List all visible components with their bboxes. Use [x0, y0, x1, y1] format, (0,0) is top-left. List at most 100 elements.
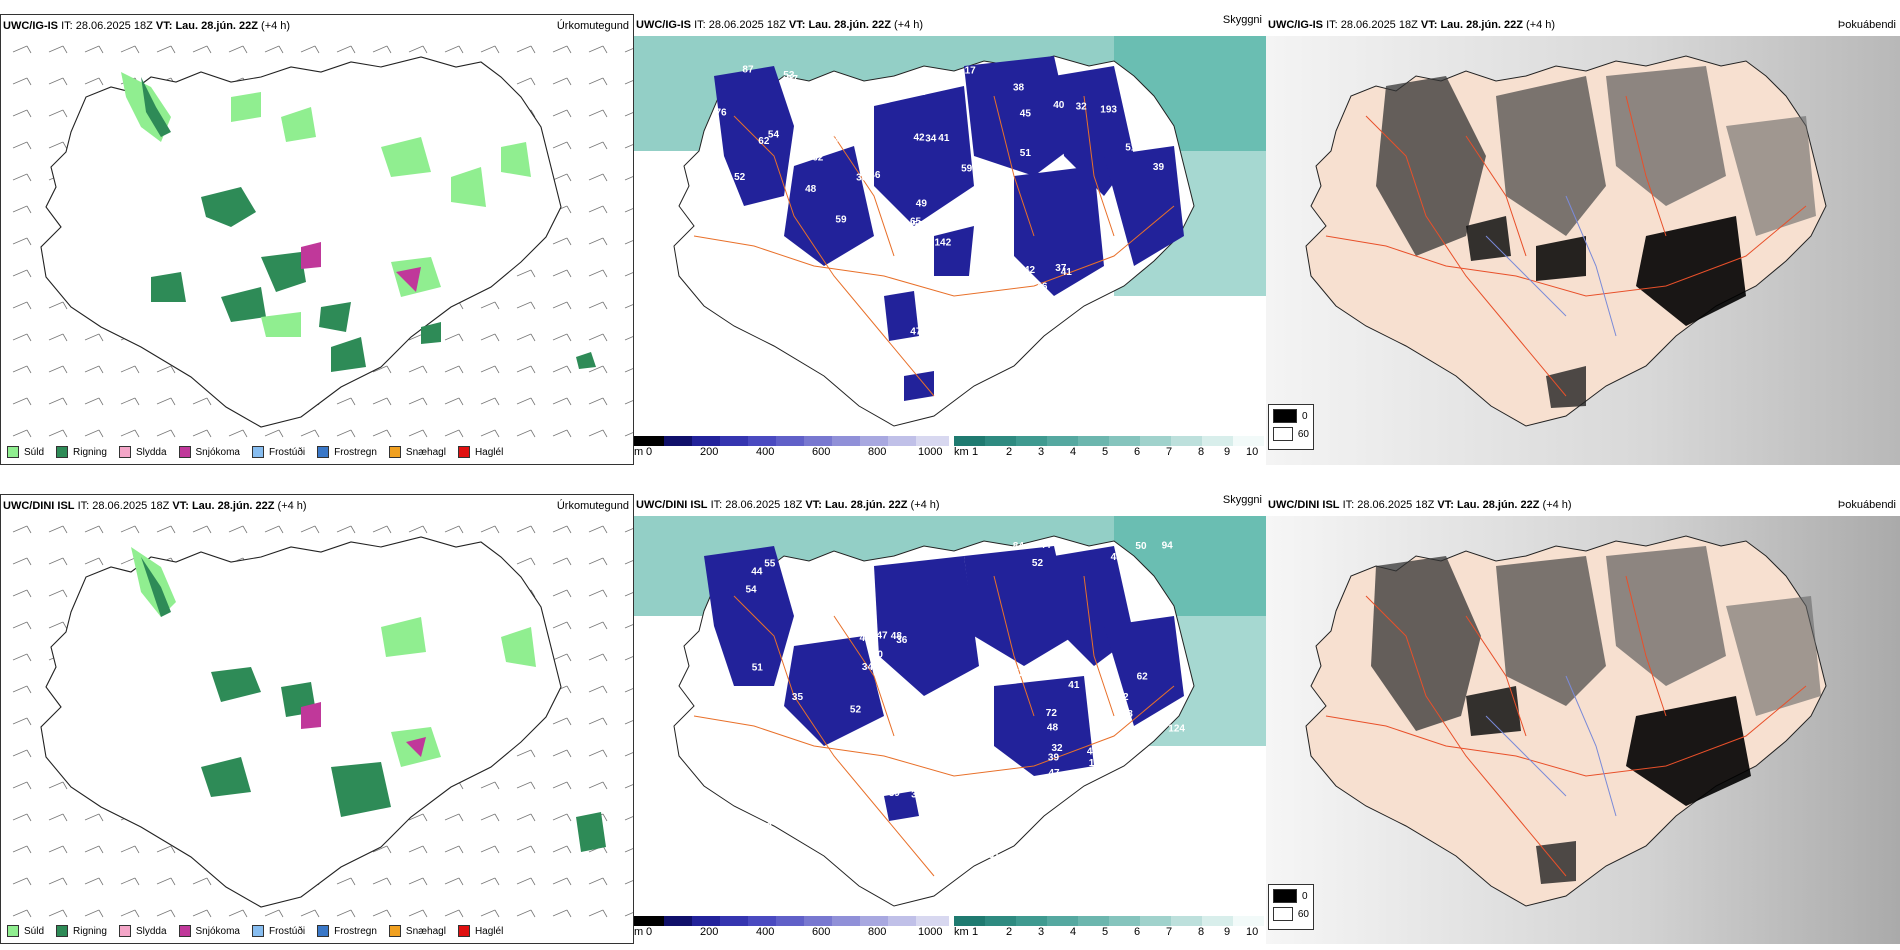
- wind-barb: [12, 397, 32, 406]
- legend-swatch: [251, 446, 264, 458]
- wind-barb: [552, 909, 572, 918]
- ceiling-tick: 400: [756, 446, 775, 458]
- wind-barb: [588, 301, 608, 310]
- wind-barb: [192, 877, 212, 886]
- road-network: [1325, 575, 1807, 877]
- wind-barb: [372, 909, 392, 918]
- wind-barb: [408, 845, 428, 854]
- precip-patches: [131, 547, 606, 852]
- wind-barb: [444, 525, 464, 534]
- wind-barb: [336, 397, 356, 406]
- ceiling-value-label: 52: [981, 190, 993, 201]
- wind-barb: [552, 877, 572, 886]
- wind-barb: [588, 237, 608, 246]
- precip-legend: Súld Rigning Slydda Snjókoma Frostúði Fr…: [7, 925, 515, 937]
- wind-barb: [84, 333, 104, 342]
- wind-barb: [228, 429, 248, 438]
- ceiling-value-label: 54: [768, 130, 780, 141]
- wind-barb: [12, 557, 32, 566]
- wind-barb: [624, 240, 633, 245]
- panel-header: UWC/IG-IS IT: 28.06.2025 18Z VT: Lau. 28…: [3, 20, 629, 32]
- wind-barb: [372, 525, 392, 534]
- wind-barb: [444, 365, 464, 374]
- wind-barb: [480, 525, 500, 534]
- wind-barb: [516, 557, 536, 566]
- wind-barb: [516, 333, 536, 342]
- fog-index-map: [1266, 516, 1900, 944]
- ceiling-scale: m 0 200 400 600 800 1000: [634, 916, 949, 940]
- vis-tick: 10: [1246, 446, 1259, 458]
- visibility-colorbar: [954, 436, 1264, 446]
- ceiling-value-label: 45: [746, 375, 758, 386]
- ceiling-value-label: 40: [761, 822, 773, 833]
- ceiling-value-label: 231: [1141, 582, 1158, 593]
- wind-barb: [48, 77, 68, 86]
- fog-dark-patches: [1371, 546, 1821, 884]
- wind-barb: [12, 365, 32, 374]
- wind-barb: [516, 909, 536, 918]
- ceiling-value-label: 124: [1168, 724, 1185, 735]
- legend-swatch: [178, 925, 191, 937]
- ceiling-tick: 0: [646, 446, 653, 458]
- wind-barb: [444, 45, 464, 54]
- panel-header: UWC/DINI ISL IT: 28.06.2025 18Z VT: Lau.…: [3, 500, 629, 512]
- wind-barb: [372, 45, 392, 54]
- wind-barb: [372, 397, 392, 406]
- wind-barb: [552, 525, 572, 534]
- wind-barb: [480, 877, 500, 886]
- vis-tick: 9: [1224, 926, 1231, 938]
- legend-swatch: [457, 446, 470, 458]
- ceiling-value-label: 94: [1162, 540, 1174, 551]
- ceiling-value-label: 49: [901, 234, 913, 245]
- wind-barb: [588, 909, 608, 918]
- wind-barb: [120, 909, 140, 918]
- ceiling-value-label: 35: [792, 692, 804, 703]
- ceiling-colorbar: [634, 436, 949, 446]
- wind-barb: [48, 845, 68, 854]
- ceiling-value-label: 73: [1021, 795, 1033, 806]
- wind-barb: [156, 365, 176, 374]
- wind-barb: [624, 592, 633, 597]
- wind-barb: [480, 333, 500, 342]
- wind-barb: [552, 749, 572, 758]
- ceiling-value-label: 34: [936, 793, 948, 804]
- ceiling-value-label: 34: [815, 567, 827, 578]
- wind-barb: [624, 848, 633, 853]
- vis-tick: 2: [1006, 926, 1013, 938]
- vis-tick: 5: [1102, 446, 1109, 458]
- rivers: [1485, 675, 1617, 817]
- wind-barb: [552, 109, 572, 118]
- ceiling-value-label: 52: [1032, 558, 1044, 569]
- fog-legend-high-label: 0: [1302, 410, 1308, 422]
- wind-barb: [156, 877, 176, 886]
- legend-swatch: [251, 925, 264, 937]
- ceiling-value-label: 49: [1087, 746, 1099, 757]
- wind-barb: [516, 813, 536, 822]
- wind-barb: [12, 333, 32, 342]
- wind-barb: [12, 205, 32, 214]
- fog-legend-swatch-low: [1273, 907, 1293, 921]
- precip-legend: Súld Rigning Slydda Snjókoma Frostúði Fr…: [7, 446, 515, 458]
- ceiling-value-label: 42: [918, 337, 930, 348]
- fog-index-map: [1266, 36, 1900, 465]
- fog-legend-high-label: 0: [1302, 890, 1308, 902]
- ceiling-value-label: 72: [1097, 843, 1109, 854]
- wind-barb: [12, 77, 32, 86]
- wind-barb: [228, 45, 248, 54]
- wind-barb: [480, 813, 500, 822]
- ceiling-value-label: 48: [891, 631, 903, 642]
- wind-barb: [516, 365, 536, 374]
- wind-barb: [480, 397, 500, 406]
- legend-item: Rigning: [56, 925, 107, 937]
- ceiling-value-label: 52: [707, 173, 719, 184]
- wind-barb: [192, 525, 212, 534]
- ceiling-value-label: 36: [896, 635, 908, 646]
- ceiling-value-label: 45: [1118, 841, 1130, 852]
- ceiling-value-label: 76: [716, 107, 728, 118]
- fog-dark-patches: [1376, 66, 1816, 408]
- ceiling-patches: [714, 56, 1184, 401]
- visibility-unit: km: [954, 926, 969, 938]
- legend-swatch: [7, 925, 19, 937]
- wind-barb: [624, 80, 633, 85]
- panel-header: UWC/DINI ISL IT: 28.06.2025 18Z VT: Lau.…: [636, 494, 1262, 511]
